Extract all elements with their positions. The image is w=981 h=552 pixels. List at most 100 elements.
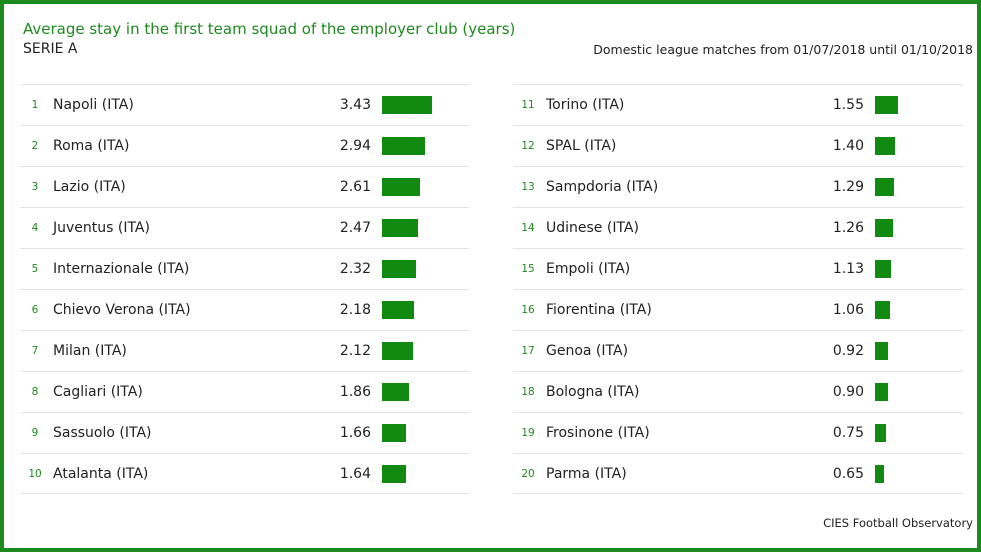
rank-number: 3: [31, 181, 39, 193]
ranking-row: 4 Juventus (ITA) 2.47: [20, 207, 469, 248]
rank-number: 19: [521, 427, 535, 439]
club-name: Genoa (ITA): [546, 343, 629, 359]
rank-number: 10: [28, 468, 42, 480]
ranking-row: 13 Sampdoria (ITA) 1.29: [513, 166, 963, 207]
value-label: 2.94: [339, 138, 371, 154]
value-label: 1.86: [339, 384, 371, 400]
rank-number: 16: [521, 304, 535, 316]
value-bar: [875, 178, 894, 196]
rank-number: 11: [521, 99, 535, 111]
ranking-row: 12 SPAL (ITA) 1.40: [513, 125, 963, 166]
club-name: Juventus (ITA): [53, 220, 150, 236]
value-bar: [875, 424, 886, 442]
club-name: Milan (ITA): [53, 343, 127, 359]
rank-number: 13: [521, 181, 535, 193]
value-label: 2.12: [339, 343, 371, 359]
value-label: 0.90: [832, 384, 864, 400]
value-bar: [382, 219, 418, 237]
club-name: Fiorentina (ITA): [546, 302, 652, 318]
ranking-column-left: 1 Napoli (ITA) 3.43 2 Roma (ITA) 2.94 3 Lazio (…: [20, 84, 469, 494]
ranking-row: 9 Sassuolo (ITA) 1.66: [20, 412, 469, 453]
rank-number: 14: [521, 222, 535, 234]
value-bar: [875, 301, 890, 319]
rank-number: 12: [521, 140, 535, 152]
ranking-row: 16 Fiorentina (ITA) 1.06: [513, 289, 963, 330]
value-label: 2.47: [339, 220, 371, 236]
rank-number: 8: [31, 386, 39, 398]
value-label: 1.66: [339, 425, 371, 441]
value-label: 1.40: [832, 138, 864, 154]
chart-title: Average stay in the first team squad of …: [23, 20, 516, 38]
club-name: Parma (ITA): [546, 466, 627, 482]
club-name: SPAL (ITA): [546, 138, 617, 154]
ranking-row: 17 Genoa (ITA) 0.92: [513, 330, 963, 371]
rank-number: 9: [31, 427, 39, 439]
value-bar: [875, 342, 888, 360]
rank-number: 18: [521, 386, 535, 398]
value-bar: [875, 383, 888, 401]
club-name: Lazio (ITA): [53, 179, 126, 195]
period-label: Domestic league matches from 01/07/2018 …: [593, 42, 973, 57]
value-bar: [875, 465, 884, 483]
ranking-row: 7 Milan (ITA) 2.12: [20, 330, 469, 371]
value-label: 0.92: [832, 343, 864, 359]
value-bar: [875, 137, 895, 155]
league-label: SERIE A: [23, 41, 78, 57]
club-name: Udinese (ITA): [546, 220, 639, 236]
value-bar: [382, 383, 409, 401]
ranking-row: 15 Empoli (ITA) 1.13: [513, 248, 963, 289]
ranking-row: 20 Parma (ITA) 0.65: [513, 453, 963, 494]
value-bar: [382, 178, 420, 196]
club-name: Sampdoria (ITA): [546, 179, 659, 195]
value-label: 1.64: [339, 466, 371, 482]
value-label: 1.06: [832, 302, 864, 318]
club-name: Roma (ITA): [53, 138, 130, 154]
ranking-row: 11 Torino (ITA) 1.55: [513, 84, 963, 125]
value-label: 0.75: [832, 425, 864, 441]
rank-number: 6: [31, 304, 39, 316]
value-bar: [382, 342, 413, 360]
rank-number: 2: [31, 140, 39, 152]
club-name: Cagliari (ITA): [53, 384, 143, 400]
value-bar: [382, 465, 406, 483]
value-bar: [382, 137, 425, 155]
rank-number: 1: [31, 99, 39, 111]
value-label: 3.43: [339, 97, 371, 113]
club-name: Chievo Verona (ITA): [53, 302, 191, 318]
ranking-row: 2 Roma (ITA) 2.94: [20, 125, 469, 166]
club-name: Napoli (ITA): [53, 97, 134, 113]
club-name: Empoli (ITA): [546, 261, 631, 277]
source-credit: CIES Football Observatory: [823, 516, 973, 530]
club-name: Torino (ITA): [546, 97, 625, 113]
rank-number: 17: [521, 345, 535, 357]
ranking-column-right: 11 Torino (ITA) 1.55 12 SPAL (ITA) 1.40 13 Samp…: [513, 84, 963, 494]
value-bar: [382, 301, 414, 319]
ranking-row: 19 Frosinone (ITA) 0.75: [513, 412, 963, 453]
value-label: 2.61: [339, 179, 371, 195]
club-name: Frosinone (ITA): [546, 425, 650, 441]
club-name: Atalanta (ITA): [53, 466, 149, 482]
value-label: 2.32: [339, 261, 371, 277]
ranking-row: 1 Napoli (ITA) 3.43: [20, 84, 469, 125]
rank-number: 20: [521, 468, 535, 480]
ranking-row: 10 Atalanta (ITA) 1.64: [20, 453, 469, 494]
club-name: Sassuolo (ITA): [53, 425, 152, 441]
club-name: Internazionale (ITA): [53, 261, 190, 277]
ranking-row: 8 Cagliari (ITA) 1.86: [20, 371, 469, 412]
value-bar: [382, 424, 406, 442]
ranking-row: 14 Udinese (ITA) 1.26: [513, 207, 963, 248]
value-label: 1.55: [832, 97, 864, 113]
value-label: 1.29: [832, 179, 864, 195]
rank-number: 7: [31, 345, 39, 357]
value-label: 0.65: [832, 466, 864, 482]
ranking-row: 18 Bologna (ITA) 0.90: [513, 371, 963, 412]
club-name: Bologna (ITA): [546, 384, 640, 400]
ranking-row: 6 Chievo Verona (ITA) 2.18: [20, 289, 469, 330]
rank-number: 5: [31, 263, 39, 275]
rank-number: 15: [521, 263, 535, 275]
value-label: 1.13: [832, 261, 864, 277]
value-bar: [875, 96, 898, 114]
value-bar: [875, 260, 891, 278]
rank-number: 4: [31, 222, 39, 234]
value-bar: [382, 260, 416, 278]
